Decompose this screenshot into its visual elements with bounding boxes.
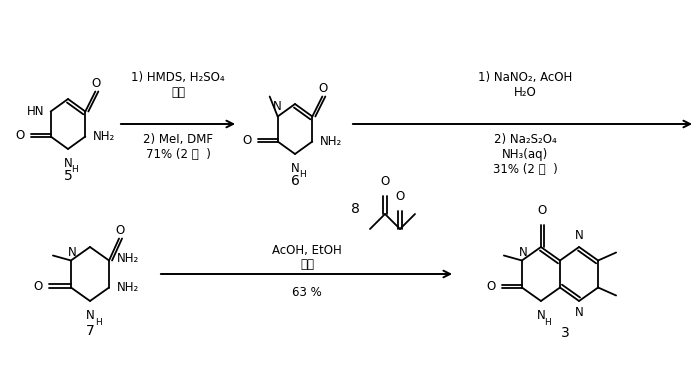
Text: 8: 8 <box>351 202 360 216</box>
Text: O: O <box>15 129 24 142</box>
Text: H: H <box>299 170 306 179</box>
Text: 71% (2 步  ): 71% (2 步 ) <box>146 148 210 161</box>
Text: O: O <box>115 224 125 237</box>
Text: H: H <box>95 318 101 327</box>
Text: HN: HN <box>27 105 45 118</box>
Text: 1) HMDS, H₂SO₄: 1) HMDS, H₂SO₄ <box>131 71 225 84</box>
Text: O: O <box>537 204 547 217</box>
Text: NH₂: NH₂ <box>94 130 116 143</box>
Text: 2) MeI, DMF: 2) MeI, DMF <box>143 133 213 146</box>
Text: AcOH, EtOH: AcOH, EtOH <box>272 244 342 257</box>
Text: N: N <box>574 306 584 319</box>
Text: N: N <box>68 246 76 258</box>
Text: NH₂: NH₂ <box>117 252 140 265</box>
Text: O: O <box>380 175 389 188</box>
Text: NH₃(aq): NH₃(aq) <box>502 148 548 161</box>
Text: H₂O: H₂O <box>514 86 536 99</box>
Text: N: N <box>519 246 527 258</box>
Text: N: N <box>537 309 545 322</box>
Text: 31% (2 步  ): 31% (2 步 ) <box>493 163 558 176</box>
Text: 回流: 回流 <box>300 258 314 271</box>
Text: O: O <box>319 82 328 95</box>
Text: O: O <box>487 280 496 293</box>
Text: N: N <box>86 309 94 322</box>
Text: 6: 6 <box>290 174 299 188</box>
Text: 3: 3 <box>560 326 570 340</box>
Text: O: O <box>91 77 101 90</box>
Text: O: O <box>395 190 405 203</box>
Text: 5: 5 <box>64 169 73 183</box>
Text: 2) Na₂S₂O₄: 2) Na₂S₂O₄ <box>493 133 556 146</box>
Text: H: H <box>72 165 78 174</box>
Text: H: H <box>544 318 551 327</box>
Text: 7: 7 <box>86 324 94 338</box>
Text: 回流: 回流 <box>171 86 185 99</box>
Text: 1) NaNO₂, AcOH: 1) NaNO₂, AcOH <box>478 71 572 84</box>
Text: N: N <box>274 100 282 113</box>
Text: O: O <box>242 134 252 147</box>
Text: N: N <box>574 229 584 242</box>
Text: N: N <box>290 162 299 175</box>
Text: O: O <box>34 280 43 293</box>
Text: NH₂: NH₂ <box>117 281 140 294</box>
Text: 63 %: 63 % <box>292 286 322 299</box>
Text: N: N <box>64 157 73 170</box>
Text: NH₂: NH₂ <box>320 135 343 148</box>
